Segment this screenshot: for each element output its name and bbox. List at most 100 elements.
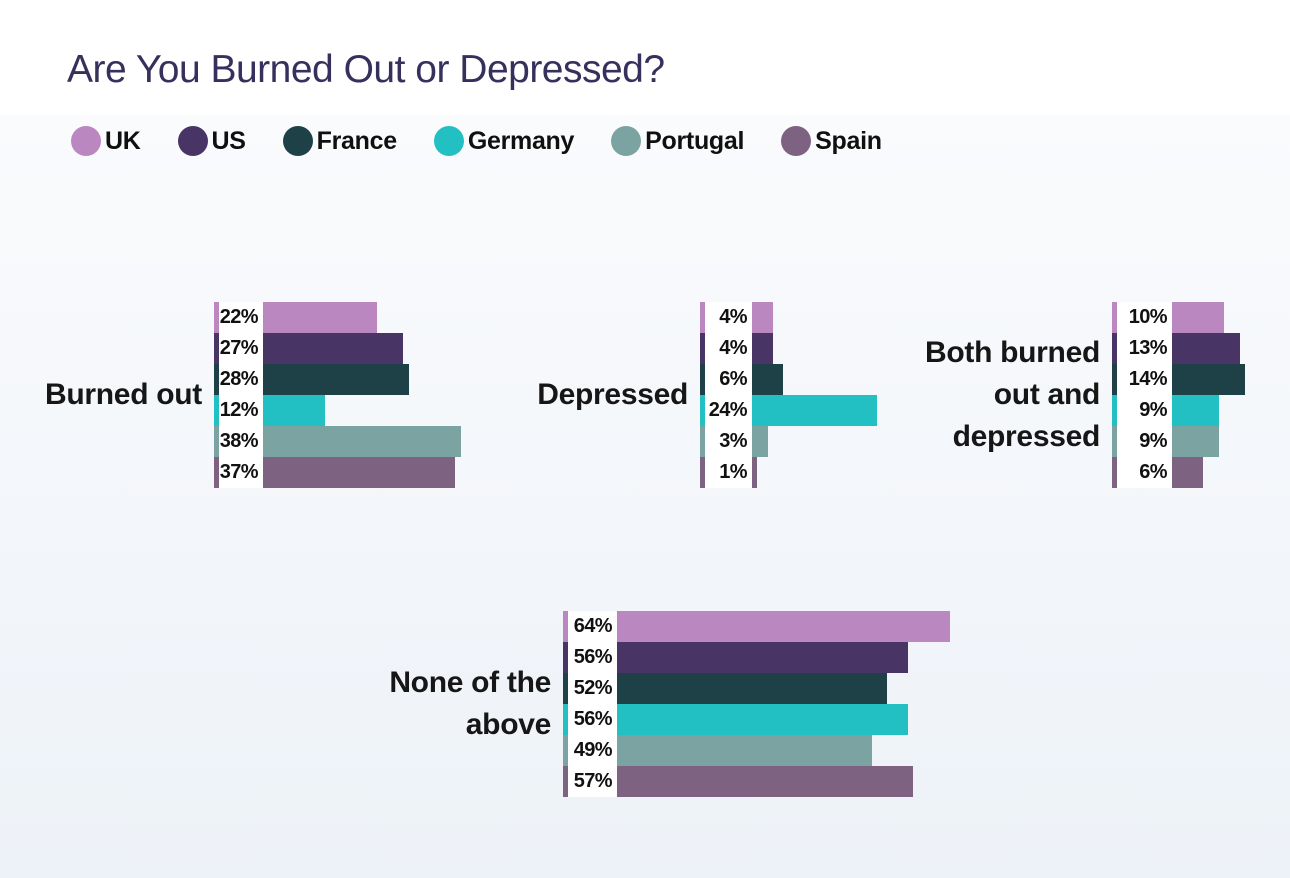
legend-item-portugal: Portugal [611,126,744,156]
bar-row-uk: 22% [214,302,461,333]
axis-strip-germany [563,704,568,735]
value-label: 9% [1117,426,1172,457]
bar-none-of-the-above-spain [617,766,914,797]
group-label-line: None of the [389,666,551,699]
bar-depressed-germany [752,395,877,426]
bar-none-of-the-above-portugal [617,735,872,766]
group-label-line: out and [993,378,1101,411]
legend-label: UK [105,126,141,155]
axis-strip-uk [1112,302,1117,333]
page-title: Are You Burned Out or Depressed? [67,48,665,91]
legend-swatch-us [177,126,208,156]
legend-label: France [316,126,397,155]
bar-rows: 10% 13% 14% 9% 9% 6% [1112,302,1245,488]
value-label: 57% [568,766,617,797]
bar-burned-out-france [263,364,409,395]
axis-strip-spain [700,457,705,488]
axis-strip-us [563,642,568,673]
legend-item-uk: UK [71,126,141,156]
axis-strip-france [214,364,219,395]
bar-row-france: 28% [214,364,461,395]
value-label: 64% [568,611,617,642]
legend-label: Spain [815,126,882,155]
bar-row-us: 27% [214,333,461,364]
value-label: 10% [1117,302,1172,333]
value-label: 24% [705,395,752,426]
legend-label: Portugal [645,126,745,155]
value-label: 56% [568,704,617,735]
value-label: 27% [219,333,263,364]
bar-none-of-the-above-uk [617,611,950,642]
bar-row-portugal: 3% [700,426,877,457]
bar-row-france: 14% [1112,364,1245,395]
bar-both-burned-out-and-depressed-us [1172,333,1240,364]
axis-strip-us [1112,333,1117,364]
value-label: 52% [568,673,617,704]
axis-strip-germany [700,395,705,426]
bar-row-uk: 64% [563,611,950,642]
legend: UK US France Germany Portugal Spain [71,124,882,158]
legend-item-france: France [282,126,397,156]
bar-burned-out-uk [263,302,378,333]
legend-swatch-spain [781,126,812,156]
axis-strip-portugal [1112,426,1117,457]
legend-item-spain: Spain [781,126,882,156]
group-label-line: above [465,708,552,741]
value-label: 12% [219,395,263,426]
bar-row-us: 13% [1112,333,1245,364]
bar-row-france: 52% [563,673,950,704]
bar-none-of-the-above-us [617,642,909,673]
bar-row-uk: 10% [1112,302,1245,333]
value-label: 49% [568,735,617,766]
value-label: 6% [705,364,752,395]
axis-strip-germany [1112,395,1117,426]
bar-burned-out-us [263,333,404,364]
bar-both-burned-out-and-depressed-france [1172,364,1245,395]
bar-row-uk: 4% [700,302,877,333]
legend-swatch-france [282,126,313,156]
bar-row-spain: 1% [700,457,877,488]
bar-row-portugal: 49% [563,735,950,766]
group-label-both-burned-out-and-depressed: Both burned out and depressed [770,302,1100,488]
value-label: 9% [1117,395,1172,426]
axis-strip-us [700,333,705,364]
value-label: 6% [1117,457,1172,488]
bar-rows: 22% 27% 28% 12% 38% 37% [214,302,461,488]
value-label: 38% [219,426,263,457]
legend-label: US [211,126,246,155]
group-label-depressed: Depressed [358,302,688,488]
bar-row-spain: 37% [214,457,461,488]
group-label-none-of-the-above: None of the above [221,611,551,797]
group-label-line: Burned out [45,378,202,411]
legend-item-germany: Germany [433,126,574,156]
axis-strip-uk [700,302,705,333]
value-label: 4% [705,302,752,333]
legend-swatch-uk [71,126,101,156]
bar-row-us: 4% [700,333,877,364]
bar-depressed-portugal [752,426,768,457]
legend-swatch-portugal [611,126,642,156]
axis-strip-germany [214,395,219,426]
bar-depressed-france [752,364,784,395]
bar-rows: 64% 56% 52% 56% 49% 57% [563,611,950,797]
bar-depressed-spain [752,457,758,488]
bar-row-portugal: 38% [214,426,461,457]
value-label: 14% [1117,364,1172,395]
bar-both-burned-out-and-depressed-spain [1172,457,1204,488]
axis-strip-portugal [563,735,568,766]
axis-strip-france [1112,364,1117,395]
legend-item-us: US [177,126,246,156]
group-label-burned-out: Burned out [0,302,202,488]
value-label: 4% [705,333,752,364]
bar-depressed-us [752,333,773,364]
group-label-line: depressed [952,420,1101,453]
bar-both-burned-out-and-depressed-portugal [1172,426,1219,457]
bar-both-burned-out-and-depressed-uk [1172,302,1224,333]
value-label: 1% [705,457,752,488]
bar-row-spain: 6% [1112,457,1245,488]
axis-strip-uk [563,611,568,642]
value-label: 13% [1117,333,1172,364]
bar-row-germany: 56% [563,704,950,735]
bar-depressed-uk [752,302,773,333]
